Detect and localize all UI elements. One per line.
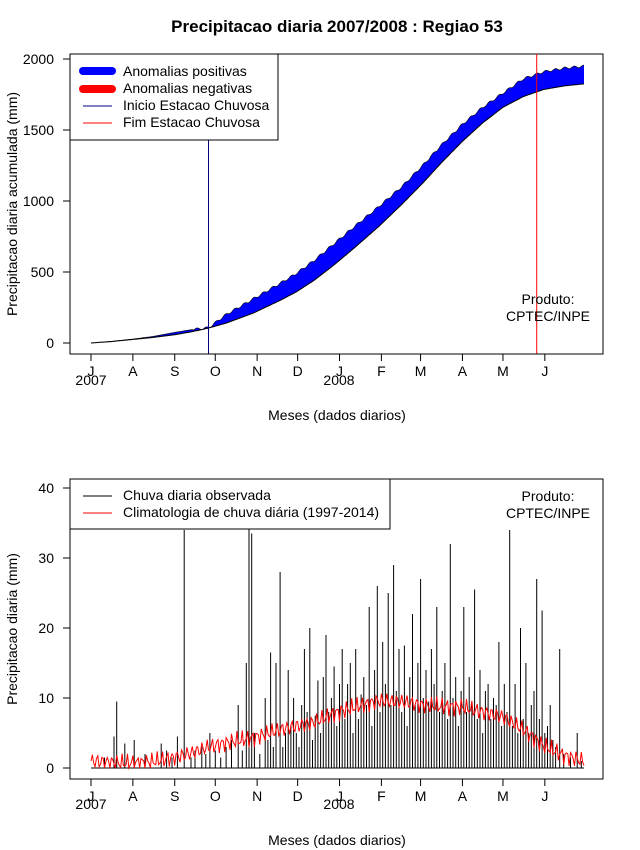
top-ytick-label-0: 0	[46, 335, 54, 351]
top-xtick-label-11: J	[541, 363, 548, 379]
legend-end-label: Fim Estacao Chuvosa	[123, 114, 260, 130]
bottom-xtick-label-11: J	[541, 788, 548, 804]
bottom-xtick-label-6: J	[336, 788, 343, 804]
top-y-axis: 0 500 1000 1500 2000	[23, 51, 70, 351]
top-y-label: Precipitacao diaria acumulada (mm)	[4, 92, 20, 316]
top-xtick-label-4: N	[252, 363, 262, 379]
bottom-xtick-label-3: O	[210, 788, 221, 804]
observed-cumulative-line	[90, 64, 585, 344]
bottom-xtick-label-1: A	[128, 788, 138, 804]
bottom-xtick-label-2: S	[170, 788, 179, 804]
bottom-ytick-label-1: 10	[38, 690, 54, 706]
daily-panel: 0 10 20 30 40 J A S O N D J F M A M J 2007 2008 Meses (…	[4, 478, 604, 848]
bottom-xtick-label-5: D	[293, 788, 303, 804]
bottom-xtick-label-7: F	[377, 788, 386, 804]
bottom-plot-area	[90, 523, 585, 770]
bottom-produto-1: Produto:	[522, 488, 575, 504]
legend-climatology-label: Climatologia de chuva diária (1997-2014)	[123, 504, 379, 520]
bottom-ytick-label-3: 30	[38, 550, 54, 566]
top-xtick-label-7: F	[377, 363, 386, 379]
top-xtick-label-3: O	[210, 363, 221, 379]
bottom-year-2007: 2007	[75, 796, 106, 812]
top-xtick-label-6: J	[336, 363, 343, 379]
legend-observed-label: Chuva diaria observada	[123, 487, 271, 503]
top-xtick-label-0: J	[88, 363, 95, 379]
bottom-year-2008: 2008	[323, 796, 354, 812]
bottom-ytick-label-2: 20	[38, 620, 54, 636]
positive-anomaly-band	[91, 65, 584, 343]
bottom-ytick-label-4: 40	[38, 480, 54, 496]
top-ytick-label-2: 1000	[23, 193, 54, 209]
bottom-xtick-label-4: N	[252, 788, 262, 804]
legend-negative-label: Anomalias negativas	[123, 80, 252, 96]
top-produto-1: Produto:	[522, 291, 575, 307]
top-xtick-label-1: A	[128, 363, 138, 379]
bottom-produto-2: CPTEC/INPE	[506, 505, 590, 521]
legend-start-label: Inicio Estacao Chuvosa	[123, 97, 270, 113]
legend-positive-label: Anomalias positivas	[123, 63, 247, 79]
top-ytick-label-4: 2000	[23, 51, 54, 67]
top-produto-2: CPTEC/INPE	[506, 308, 590, 324]
top-year-2008: 2008	[323, 372, 354, 388]
top-x-label: Meses (dados diarios)	[268, 407, 406, 423]
top-ytick-label-3: 1500	[23, 122, 54, 138]
bottom-xtick-label-10: M	[497, 788, 509, 804]
top-xtick-label-9: A	[458, 363, 468, 379]
chart-title: Precipitacao diaria 2007/2008 : Regiao 5…	[171, 17, 503, 36]
climatology-daily-line	[90, 693, 585, 770]
bottom-xtick-label-0: J	[88, 788, 95, 804]
bottom-xtick-label-9: A	[458, 788, 468, 804]
top-year-2007: 2007	[75, 372, 106, 388]
bottom-legend: Chuva diaria observada Climatologia de c…	[69, 478, 391, 530]
bottom-xtick-label-8: M	[415, 788, 427, 804]
top-ytick-label-1: 500	[31, 264, 55, 280]
top-legend: Anomalias positivas Anomalias negativas …	[69, 53, 279, 141]
top-plot-area	[90, 54, 585, 354]
bottom-y-label: Precipitacao diaria (mm)	[4, 553, 20, 705]
top-xtick-label-8: M	[415, 363, 427, 379]
climatology-cumulative-line	[90, 83, 585, 344]
top-xtick-label-5: D	[293, 363, 303, 379]
bottom-ytick-label-0: 0	[46, 760, 54, 776]
top-xtick-label-2: S	[170, 363, 179, 379]
bottom-y-axis: 0 10 20 30 40	[38, 480, 70, 776]
bottom-legend-box	[69, 478, 391, 530]
bottom-x-label: Meses (dados diarios)	[268, 832, 406, 848]
top-xtick-label-10: M	[497, 363, 509, 379]
